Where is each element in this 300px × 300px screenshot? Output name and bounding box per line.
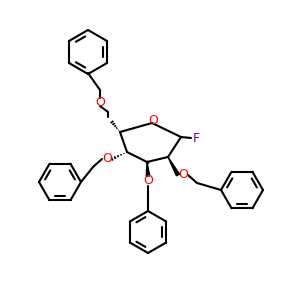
Text: O: O bbox=[102, 152, 112, 166]
Text: O: O bbox=[143, 175, 153, 188]
Text: O: O bbox=[148, 113, 158, 127]
Text: O: O bbox=[178, 169, 188, 182]
Polygon shape bbox=[168, 157, 179, 176]
Text: O: O bbox=[95, 95, 105, 109]
Text: F: F bbox=[192, 131, 200, 145]
Polygon shape bbox=[146, 162, 150, 176]
